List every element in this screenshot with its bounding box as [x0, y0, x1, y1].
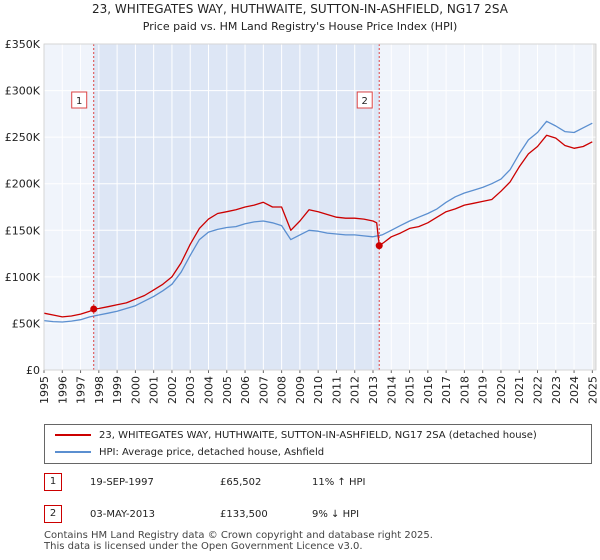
legend-swatch-hpi: [55, 451, 91, 453]
chart-title: 23, WHITEGATES WAY, HUTHWAITE, SUTTON-IN…: [92, 2, 509, 16]
legend-item-property: 23, WHITEGATES WAY, HUTHWAITE, SUTTON-IN…: [55, 428, 537, 444]
transaction-date: 19-SEP-1997: [90, 477, 154, 488]
transaction-hpi-diff: 11% ↑ HPI: [312, 477, 366, 488]
forecast-area: [592, 44, 596, 370]
x-tick-label: 2021: [513, 376, 526, 404]
x-tick-label: 2007: [257, 376, 270, 404]
transaction-label: 2: [362, 96, 368, 107]
legend-item-hpi: HPI: Average price, detached house, Ashf…: [55, 445, 324, 461]
transaction-hpi-diff: 9% ↓ HPI: [312, 509, 360, 520]
x-tick-label: 2016: [422, 376, 435, 404]
x-tick-label: 2014: [385, 376, 398, 404]
x-tick-label: 1997: [75, 376, 88, 404]
y-tick-label: £150K: [5, 224, 41, 237]
transaction-point: [90, 305, 98, 313]
x-tick-label: 2024: [568, 376, 581, 404]
y-tick-label: £300K: [5, 85, 41, 98]
transaction-label: 1: [76, 96, 82, 107]
transaction-label-box: [71, 91, 88, 109]
transaction-price: £133,500: [220, 509, 268, 520]
x-tick-label: 2015: [404, 376, 417, 404]
x-tick-label: 2025: [586, 376, 599, 404]
legend-swatch-property: [55, 434, 91, 436]
y-tick-label: £0: [26, 364, 40, 377]
x-tick-label: 1996: [56, 376, 69, 404]
x-tick-label: 2009: [294, 376, 307, 404]
plot-frame: [43, 43, 597, 371]
footer-copyright: Contains HM Land Registry data © Crown c…: [44, 530, 433, 541]
y-tick-label: £100K: [5, 271, 41, 284]
x-tick-label: 1999: [111, 376, 124, 404]
x-tick-label: 2010: [312, 376, 325, 404]
x-tick-label: 2022: [532, 376, 545, 404]
transaction-label-box: [356, 91, 373, 109]
x-tick-label: 2003: [184, 376, 197, 404]
x-tick-label: 2004: [203, 376, 216, 404]
ownership-period-shade: [93, 44, 380, 370]
y-tick-label: £50K: [12, 317, 41, 330]
chart-subtitle: Price paid vs. HM Land Registry's House …: [143, 20, 458, 33]
x-tick-label: 2000: [129, 376, 142, 404]
x-tick-label: 1998: [93, 376, 106, 404]
legend: 23, WHITEGATES WAY, HUTHWAITE, SUTTON-IN…: [44, 424, 592, 464]
x-tick-label: 2001: [148, 376, 161, 404]
footer-licence: This data is licensed under the Open Gov…: [44, 541, 363, 552]
legend-label-hpi: HPI: Average price, detached house, Ashf…: [99, 447, 325, 458]
transaction-price: £65,502: [220, 477, 262, 488]
transaction-point: [375, 242, 383, 250]
x-tick-label: 2019: [477, 376, 490, 404]
x-tick-label: 2023: [550, 376, 563, 404]
footer: Contains HM Land Registry data © Crown c…: [44, 530, 433, 552]
x-tick-label: 2013: [367, 376, 380, 404]
x-tick-label: 2002: [166, 376, 179, 404]
x-tick-label: 2005: [221, 376, 234, 404]
x-tick-label: 2012: [349, 376, 362, 404]
series-line-property: [43, 134, 593, 318]
x-tick-label: 2018: [458, 376, 471, 404]
x-tick-label: 2011: [330, 376, 343, 404]
transaction-number: 1: [44, 473, 62, 491]
x-tick-label: 2008: [276, 376, 289, 404]
x-tick-label: 2020: [495, 376, 508, 404]
transaction-date: 03-MAY-2013: [90, 509, 156, 520]
x-tick-label: 2006: [239, 376, 252, 404]
x-tick-label: 2017: [440, 376, 453, 404]
price-chart: 23, WHITEGATES WAY, HUTHWAITE, SUTTON-IN…: [5, 2, 600, 404]
x-tick-label: 1995: [38, 376, 51, 404]
y-tick-label: £250K: [5, 131, 41, 144]
y-tick-label: £200K: [5, 178, 41, 191]
series-line-hpi: [43, 120, 593, 323]
y-tick-label: £350K: [5, 38, 41, 51]
legend-label-property: 23, WHITEGATES WAY, HUTHWAITE, SUTTON-IN…: [99, 430, 537, 441]
transaction-number: 2: [44, 505, 62, 523]
